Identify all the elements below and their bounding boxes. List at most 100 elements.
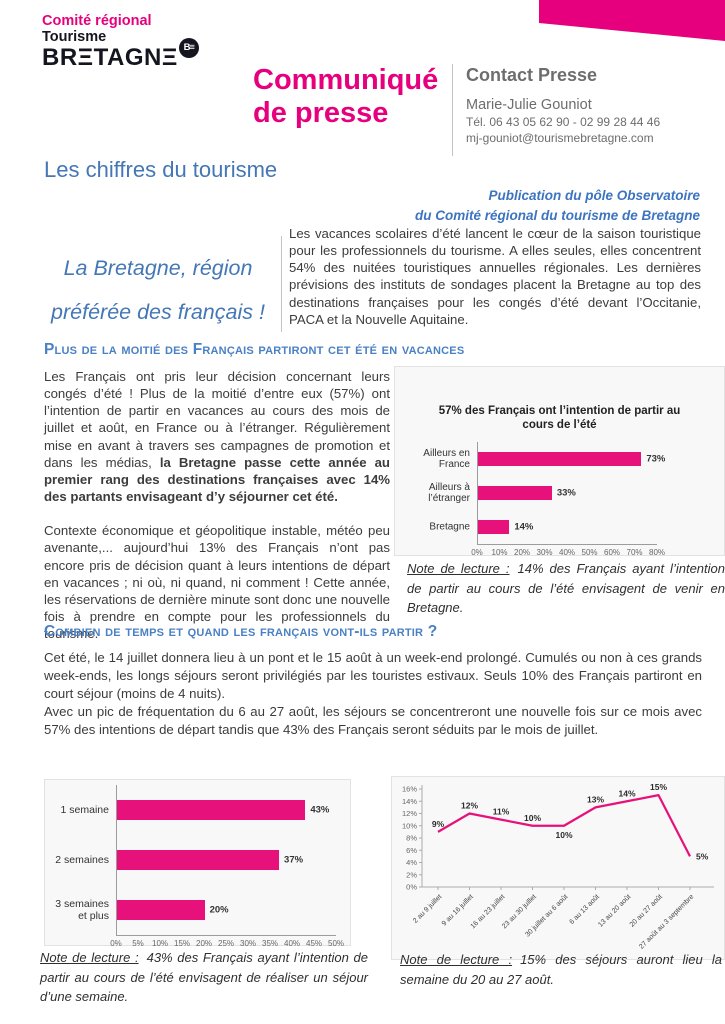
note-text: 15% des séjours auront lieu la semaine d… [400, 952, 722, 987]
x-axis-tick-label: 10% [151, 939, 169, 948]
brand-wordmark-row: BRΞTAGNΞ B≡ [42, 38, 199, 72]
bar-category-label: 2 semaines [55, 854, 109, 866]
lead-divider [281, 236, 282, 332]
y-axis-tick-label: 10% [402, 821, 417, 830]
y-axis-tick-label: 6% [406, 846, 417, 855]
intro-paragraph: Les vacances scolaires d’été lancent le … [289, 226, 701, 327]
x-axis-tick-label: 40% [558, 547, 576, 557]
section2-heading: Combien de temps et quand les français v… [44, 623, 438, 640]
section1-paragraph2: Contexte économique et géopolitique inst… [44, 523, 390, 642]
note-label: Note de lecture : [40, 950, 139, 965]
brand-badge-icon: B≡ [178, 38, 199, 59]
chart-x-axis: 0% 5% 10% 15% 20% 25% 30% 35% 40% 45% 50% [110, 936, 344, 950]
brand-sector-label: Tourisme [42, 29, 107, 46]
bar-value-label: 20% [209, 904, 229, 916]
x-axis-tick-label: 35% [261, 939, 279, 948]
note-text: 14% des Français ayant l’intention de pa… [407, 561, 725, 615]
pull-quote-line1: La Bretagne, région [63, 256, 253, 280]
y-axis-tick-label: 16% [402, 785, 417, 794]
bar [478, 519, 510, 534]
page-title: Les chiffres du tourisme [44, 157, 278, 182]
publication-line2: du Comité régional du tourisme de Bretag… [414, 208, 700, 224]
note-label: Note de lecture : [400, 952, 513, 967]
bar-row: 3 semaines et plus 20% [55, 885, 336, 935]
bar [478, 485, 552, 500]
doc-type-line1: Communiqué [253, 64, 439, 96]
x-axis-category-label: 27 août au 3 septembre [638, 893, 695, 950]
bar-value-label: 14% [514, 521, 534, 533]
brand-wordmark: BRΞTAGNΞ [42, 44, 178, 72]
data-point-label: 14% [618, 788, 635, 798]
data-point-label: 9% [432, 819, 445, 829]
x-axis-tick-label: 50% [327, 939, 345, 948]
x-axis-tick-label: 30% [536, 547, 553, 557]
note-text: 43% des Français ayant l’intention de pa… [40, 950, 368, 1004]
x-axis-category-label: 6 au 13 août [568, 893, 601, 926]
x-axis-tick-label: 60% [603, 547, 621, 557]
y-axis-tick-label: 0% [406, 883, 417, 892]
bar-value-label: 43% [310, 804, 330, 816]
x-axis-category-label: 9 au 16 juillet [441, 893, 475, 927]
doc-type-line2: de presse [253, 97, 389, 130]
note-duration: Note de lecture :43% des Français ayant … [40, 948, 368, 1007]
chart-weeks-figure: 0% 2% 4% 6% 8% 10% 12% 14% 16% 9% 2 au 9 juillet 12… [391, 776, 725, 960]
x-axis-tick-label: 25% [217, 939, 235, 948]
chart-destinations-figure: 57% des Français ont l’intention de part… [394, 366, 725, 559]
chart-duration: 1 semaine 43% 2 semaines 37% 3 semaines et p… [45, 785, 350, 950]
section1-paragraph1-bold: la Bretagne passe cette année au premier… [44, 454, 390, 505]
data-point-label: 10% [524, 813, 541, 823]
doc-type-title: Communiqué de presse [253, 64, 438, 130]
data-point-label: 10% [555, 830, 572, 840]
bar-row: Bretagne 14% [429, 510, 657, 544]
data-point-label: 5% [696, 851, 709, 861]
bar [117, 850, 280, 870]
chart-x-axis: 0% 10% 20% 30% 40% 50% 60% 70% 80% [471, 545, 665, 559]
pull-quote: La Bretagne, région préférée des françai… [40, 246, 276, 334]
data-point-label: 15% [650, 782, 667, 792]
section1-paragraph1-normal: Les Français ont pris leur décision conc… [44, 369, 390, 470]
contact-block: Contact Presse Marie-Julie Gouniot Tél. … [466, 65, 716, 146]
chart-plot-area: Ailleurs en France 73% Ailleurs à l’étrang… [423, 441, 665, 545]
chart-duration-figure: 1 semaine 43% 2 semaines 37% 3 semaines et p… [44, 779, 351, 948]
x-axis-tick-label: 20% [513, 547, 531, 557]
x-axis-category-label: 2 au 9 juillet [412, 893, 443, 924]
y-axis-tick-label: 14% [402, 797, 417, 806]
y-axis-tick-label: 12% [402, 809, 417, 818]
x-axis-tick-label: 50% [581, 547, 598, 557]
contact-name: Marie-Julie Gouniot [466, 97, 592, 113]
data-point-label: 13% [587, 794, 604, 804]
x-axis-category-label: 13 au 20 août [597, 893, 632, 928]
x-axis-tick-label: 10% [491, 547, 508, 557]
pull-quote-line2: préférée des français ! [51, 300, 265, 324]
y-axis-tick-label: 8% [406, 834, 417, 843]
section1-text-column: Les Français ont pris leur décision conc… [44, 368, 390, 659]
x-axis-tick-label: 80% [648, 547, 666, 557]
x-axis-tick-label: 40% [283, 939, 301, 948]
bar-category-label: 1 semaine [60, 804, 109, 816]
data-line [437, 794, 691, 857]
x-axis-tick-label: 0% [471, 547, 483, 557]
x-axis-tick-label: 15% [173, 939, 191, 948]
section1-paragraph1: Les Français ont pris leur décision conc… [44, 368, 390, 505]
brand-logo: Comité régional Tourisme BRΞTAGNΞ B≡ [42, 13, 199, 72]
bar-row: Ailleurs en France 73% [423, 442, 665, 476]
note-weeks: Note de lecture :15% des séjours auront … [400, 950, 722, 989]
note-destinations: Note de lecture :14% des Français ayant … [407, 559, 725, 618]
chart-weeks: 0% 2% 4% 6% 8% 10% 12% 14% 16% 9% 2 au 9 juillet 12… [402, 782, 714, 951]
pink-corner-decoration [539, 0, 725, 41]
chart-destinations-title: 57% des Français ont l’intention de part… [438, 405, 681, 432]
data-point-label: 11% [493, 807, 510, 817]
x-axis-tick-label: 45% [305, 939, 323, 948]
section2-text: Cet été, le 14 juillet donnera lieu à un… [44, 649, 702, 739]
x-axis-tick-label: 30% [239, 939, 257, 948]
bar-value-label: 37% [284, 854, 304, 866]
contact-heading: Contact Presse [466, 65, 598, 85]
data-point-label: 12% [461, 801, 478, 811]
note-label: Note de lecture : [407, 561, 510, 576]
bar-row: Ailleurs à l’étranger 33% [428, 476, 657, 510]
bar-category-label: Bretagne [429, 521, 470, 533]
y-axis-tick-label: 2% [406, 870, 417, 879]
x-axis-tick-label: 70% [626, 547, 643, 557]
bar-category-label: Ailleurs en France [423, 447, 470, 470]
